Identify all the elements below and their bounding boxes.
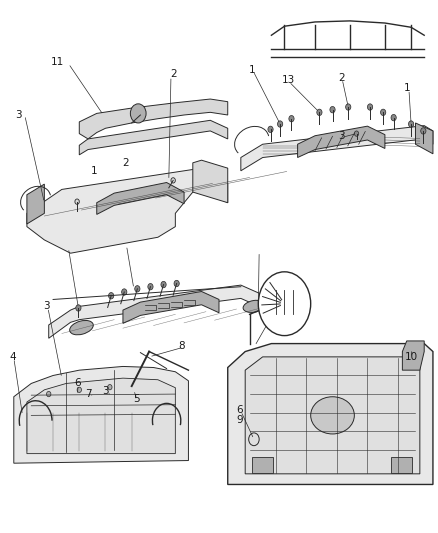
Text: 3: 3	[338, 131, 345, 141]
Circle shape	[135, 286, 140, 292]
Circle shape	[367, 104, 373, 110]
Polygon shape	[297, 126, 385, 158]
Polygon shape	[416, 123, 433, 154]
Text: 11: 11	[51, 57, 64, 67]
Polygon shape	[228, 344, 433, 484]
Text: 8: 8	[179, 341, 185, 351]
Circle shape	[131, 104, 146, 123]
Polygon shape	[14, 367, 188, 463]
Polygon shape	[27, 184, 44, 224]
Circle shape	[409, 121, 414, 127]
Text: 3: 3	[102, 386, 109, 397]
Text: 1: 1	[91, 166, 98, 176]
Circle shape	[421, 128, 426, 134]
Polygon shape	[79, 99, 228, 139]
Circle shape	[258, 272, 311, 336]
Bar	[252, 457, 273, 473]
Circle shape	[109, 293, 114, 299]
Polygon shape	[27, 168, 228, 253]
Circle shape	[46, 391, 51, 397]
Circle shape	[354, 131, 359, 136]
Circle shape	[76, 305, 81, 311]
Circle shape	[174, 280, 179, 287]
Text: 3: 3	[43, 301, 50, 311]
Polygon shape	[79, 120, 228, 155]
Text: 2: 2	[170, 69, 177, 79]
Polygon shape	[49, 285, 289, 338]
Text: 1: 1	[248, 65, 255, 75]
Text: 7: 7	[85, 389, 92, 399]
Circle shape	[391, 115, 396, 121]
Polygon shape	[193, 160, 228, 203]
Circle shape	[278, 121, 283, 127]
Text: 10: 10	[405, 352, 418, 362]
Bar	[392, 457, 413, 473]
Polygon shape	[245, 357, 420, 474]
Circle shape	[346, 104, 351, 110]
Circle shape	[148, 284, 153, 290]
Circle shape	[289, 116, 294, 122]
Ellipse shape	[70, 320, 93, 335]
Polygon shape	[27, 378, 175, 454]
Text: 2: 2	[122, 158, 128, 168]
Text: 3: 3	[15, 110, 21, 120]
Circle shape	[122, 289, 127, 295]
Text: 2: 2	[338, 73, 345, 83]
Ellipse shape	[311, 397, 354, 434]
Polygon shape	[97, 182, 184, 214]
Text: 13: 13	[282, 76, 296, 85]
Text: 6: 6	[74, 378, 81, 389]
Text: 5: 5	[133, 394, 139, 405]
Circle shape	[108, 384, 112, 390]
Text: 1: 1	[403, 83, 410, 93]
Text: 9: 9	[237, 415, 243, 425]
Polygon shape	[123, 292, 219, 324]
Ellipse shape	[243, 300, 265, 312]
Circle shape	[75, 199, 79, 204]
Polygon shape	[241, 126, 433, 171]
Circle shape	[171, 177, 175, 183]
Text: 4: 4	[10, 352, 16, 362]
Circle shape	[330, 107, 335, 113]
Circle shape	[268, 126, 273, 133]
Text: 6: 6	[237, 405, 243, 415]
Circle shape	[381, 109, 386, 116]
Circle shape	[77, 387, 81, 392]
Polygon shape	[403, 341, 424, 370]
Circle shape	[161, 281, 166, 288]
Circle shape	[317, 109, 322, 116]
